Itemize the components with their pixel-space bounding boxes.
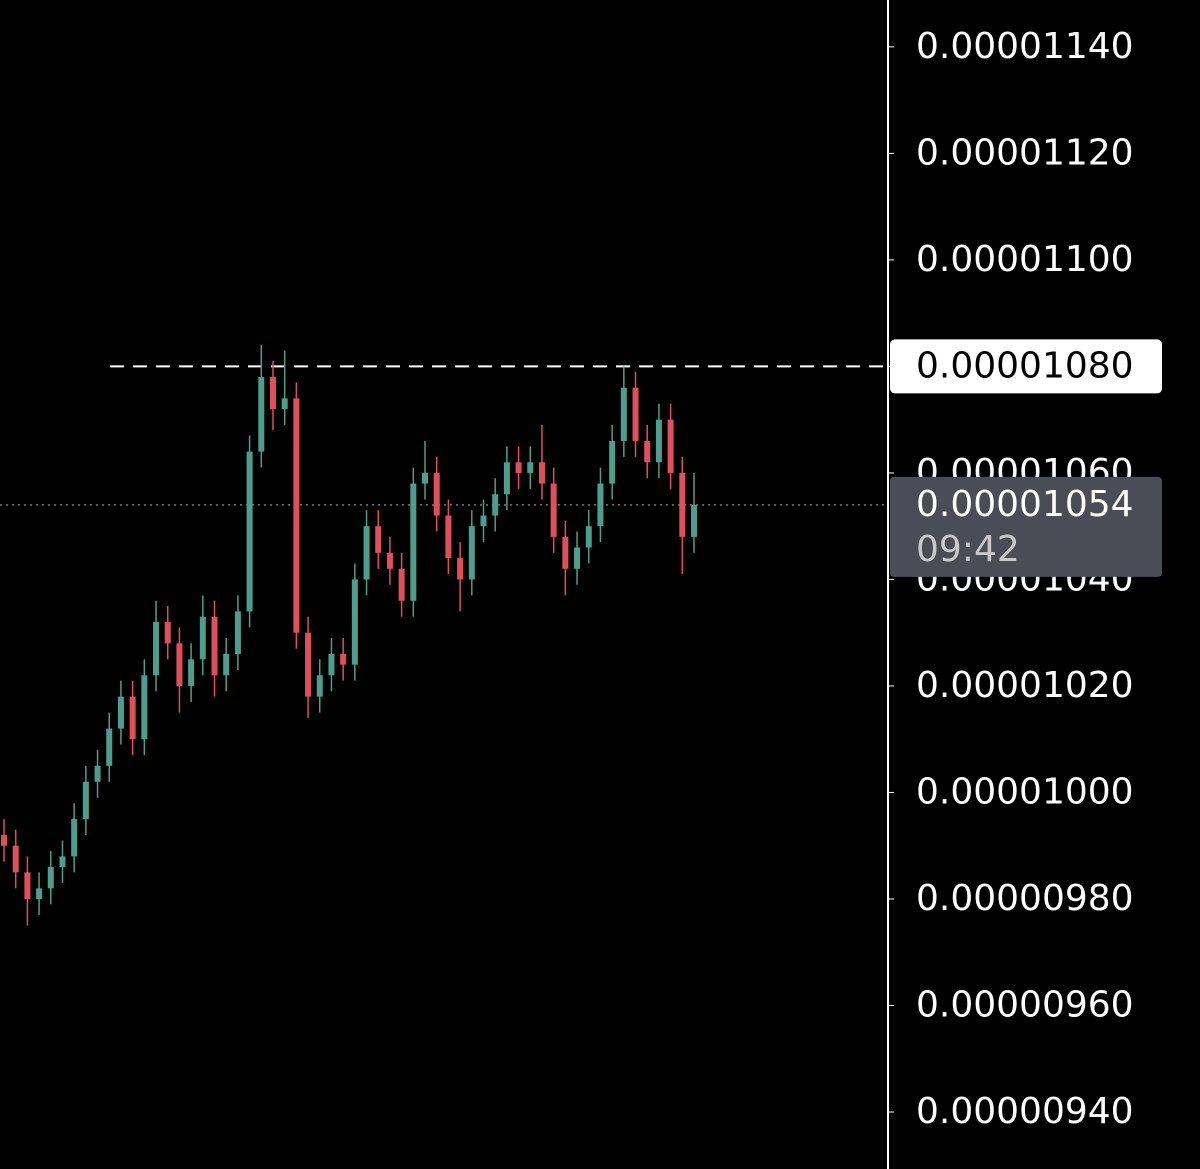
candle-body [164,622,171,644]
y-tick-label: 0.00001120 [916,132,1134,173]
candle-body [234,611,241,655]
plot-area [0,345,888,926]
candle-body [480,515,487,527]
candle-body [691,504,697,537]
candle-body [71,819,78,857]
candle-body [293,398,300,633]
candle-body [141,675,148,740]
candle-body [117,696,124,729]
candle-body [340,654,347,665]
candle-body [550,483,557,537]
countdown-label: 09:42 [916,529,1020,570]
resistance-label-box [890,339,1162,394]
candle-body [129,696,136,740]
candle-body [410,483,417,601]
candle-body [36,888,43,899]
last-price-label: 0.00001054 [916,484,1134,525]
y-tick-label: 0.00000940 [916,1091,1134,1132]
candle-body [12,845,19,873]
candle-body [655,419,662,463]
candle-body [562,536,569,569]
candle-body [223,654,230,676]
candle-body [538,462,545,484]
candle-body [574,547,581,569]
candle-body [597,483,604,527]
candle-body [375,526,382,553]
candle-body [82,781,89,820]
last-price-box [890,476,1162,577]
candle-body [211,616,218,676]
candle-body [188,659,195,686]
candle-body [527,462,534,473]
y-tick-label: 0.00001080 [916,345,1134,386]
candle-body [24,872,31,899]
candle-body [398,568,405,601]
candle-body [269,377,276,410]
candle-body [492,494,499,516]
candle-body [620,387,627,441]
candle-body [305,632,312,697]
y-tick-label: 0.00001020 [916,665,1134,706]
candle-body [351,579,358,665]
candle-body [632,387,639,441]
candle-body [609,440,616,484]
candle-body [176,643,183,686]
y-tick-label: 0.00000980 [916,878,1134,919]
y-tick-label: 0.00001100 [916,239,1134,280]
y-tick-label: 0.00001000 [916,771,1134,812]
candle-body [363,526,370,580]
candle-body [316,675,323,697]
candle-body [644,440,651,463]
candle-body [422,472,429,484]
candle-body [433,472,440,516]
candle-body [59,856,66,868]
candle-body [386,552,393,569]
candle-body [281,398,288,410]
candle-body [246,451,253,612]
candle-body [585,526,592,548]
candle-body [94,765,101,782]
candle-body [1,835,7,846]
y-tick-label: 0.00000960 [916,984,1134,1025]
candle-body [679,472,686,537]
candle-body [328,654,335,676]
candle-body [258,377,265,452]
candle-body [515,462,522,473]
candle-body [106,728,113,766]
candle-body [503,462,510,495]
candle-body [199,616,206,660]
candle-body [445,515,452,559]
candle-body [47,867,54,889]
candle-body [457,558,464,580]
candle-body [667,419,674,473]
candle-body [468,526,475,580]
candle-body [153,622,160,676]
y-tick-label: 0.00001140 [916,26,1134,67]
